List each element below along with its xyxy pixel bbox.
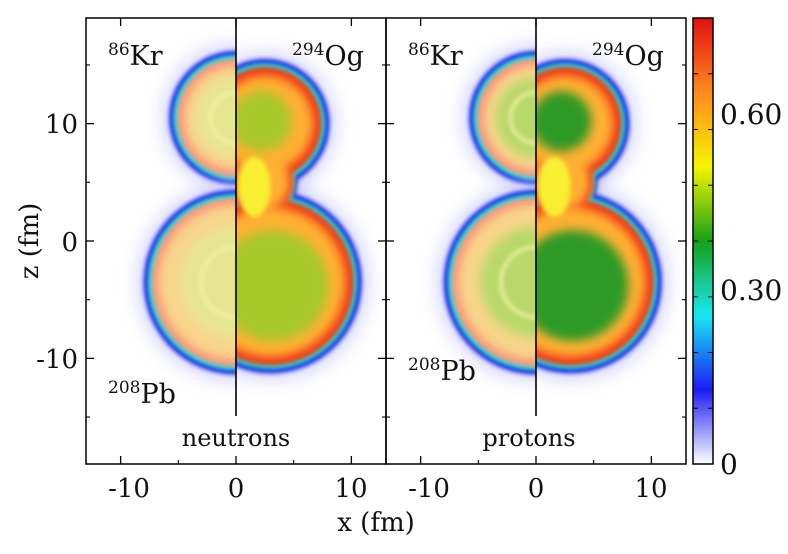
- x-tick-label: -10: [408, 474, 450, 504]
- og-core-upper: [536, 91, 592, 152]
- y-tick-label: 0: [61, 228, 78, 258]
- og-core-upper: [236, 91, 292, 152]
- og-core-lower: [236, 230, 329, 341]
- x-axis-title: x (fm): [337, 508, 415, 538]
- x-tick-label: 10: [334, 474, 367, 504]
- right-half-density: [536, 53, 668, 380]
- pb-sphere-core: [180, 226, 236, 338]
- pb-sphere-core: [480, 226, 536, 338]
- nucleus-label-pb: 208Pb: [408, 355, 476, 387]
- og-mass: 294: [292, 40, 324, 60]
- og-neck-core: [538, 157, 571, 218]
- panel-label-neutrons: neutrons: [182, 424, 290, 452]
- kr-sphere-core: [495, 77, 536, 158]
- pb-sphere-ring: [199, 245, 236, 319]
- kr-symbol: Kr: [130, 41, 163, 72]
- density-heatmap: [137, 44, 668, 381]
- axis-ticks: [86, 18, 686, 464]
- og-symbol: Og: [624, 41, 663, 72]
- panel-label-protons: protons: [482, 424, 575, 452]
- x-tick-labels: -10 0 10 -10 0 10: [108, 474, 667, 504]
- left-half-density: [437, 44, 536, 381]
- kr-sphere-core: [195, 77, 236, 158]
- kr-mass: 86: [108, 40, 130, 60]
- x-tick-label: 10: [634, 474, 667, 504]
- nucleus-label-pb: 208Pb: [108, 378, 176, 410]
- y-axis-title: z (fm): [15, 203, 45, 280]
- kr-symbol: Kr: [430, 41, 463, 72]
- colorbar-tick-label: 0.30: [720, 274, 782, 307]
- y-tick-labels: 10 0 -10: [36, 110, 78, 375]
- nucleus-label-og: 294Og: [292, 40, 364, 72]
- og-symbol: Og: [324, 41, 363, 72]
- colorbar-tick-label: 0.60: [720, 98, 782, 131]
- pb-mass: 208: [108, 378, 140, 398]
- kr-mass: 86: [408, 40, 430, 60]
- y-tick-label: -10: [36, 345, 78, 375]
- x-tick-label: -10: [108, 474, 150, 504]
- colorbar-tick-label: 0: [720, 448, 738, 481]
- pb-symbol: Pb: [440, 356, 475, 387]
- nucleus-label-og: 294Og: [592, 40, 664, 72]
- nucleus-label-kr: 86Kr: [108, 40, 163, 72]
- left-half-density: [137, 44, 236, 381]
- x-tick-label: 0: [228, 474, 245, 504]
- x-tick-label: 0: [528, 474, 545, 504]
- og-core-lower: [536, 230, 629, 341]
- og-mass: 294: [592, 40, 624, 60]
- pb-mass: 208: [408, 355, 440, 375]
- y-tick-label: 10: [45, 110, 78, 140]
- right-half-density: [236, 53, 368, 380]
- og-neck-core: [238, 157, 271, 218]
- nucleus-label-kr: 86Kr: [408, 40, 463, 72]
- kr-sphere-ring: [509, 90, 536, 145]
- colorbar-ticks: [693, 17, 713, 465]
- pb-symbol: Pb: [140, 379, 175, 410]
